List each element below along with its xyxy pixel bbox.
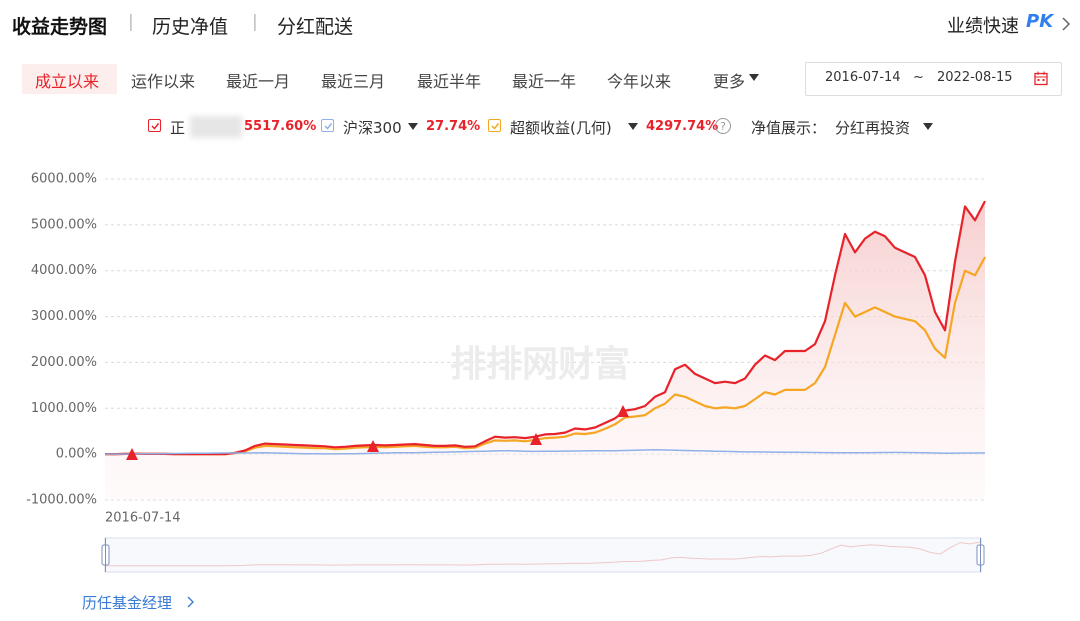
period-tab[interactable]: 更多 (713, 72, 746, 91)
y-tick-label: 0.00% (56, 447, 97, 462)
tab[interactable]: 历史净值 (152, 16, 229, 38)
blurred-name (190, 116, 242, 138)
pk-badge[interactable]: PK (1026, 11, 1054, 32)
series-line (105, 449, 986, 455)
display-option[interactable]: 分红再投资 (835, 119, 911, 137)
fund-area (105, 201, 985, 500)
tab-highlight (22, 64, 117, 94)
series-line (105, 256, 986, 456)
y-tick-label: 6000.00% (31, 172, 97, 187)
legend-label[interactable]: 沪深300 (343, 119, 402, 137)
separator: | (252, 12, 258, 32)
y-tick-label: 3000.00% (31, 309, 97, 324)
date-picker[interactable] (805, 62, 1062, 96)
help-icon[interactable]: ? (714, 117, 732, 135)
period-tab[interactable]: 运作以来 (131, 72, 196, 91)
series-line (105, 200, 986, 456)
period-tab-active[interactable]: 成立以来 (35, 72, 100, 91)
svg-text:?: ? (720, 120, 726, 133)
tab[interactable]: 分红配送 (277, 16, 354, 38)
separator: | (128, 12, 134, 32)
dropdown-arrow (923, 123, 933, 130)
legend-return: 27.74% (426, 119, 481, 134)
period-tab[interactable]: 最近三月 (321, 72, 386, 91)
event-marker (530, 433, 542, 445)
dropdown-arrow (628, 123, 638, 130)
chevron (1062, 17, 1071, 31)
manager-link[interactable]: 历任基金经理 (82, 594, 173, 612)
x-tick-label: 2016-07-14 (105, 511, 181, 526)
period-tab[interactable]: 今年以来 (607, 72, 672, 91)
event-markers (126, 405, 629, 460)
compare-link[interactable]: 业绩快速 (947, 16, 1019, 37)
legend-return: 4297.74% (646, 119, 719, 134)
y-tick-label: -1000.00% (26, 493, 97, 508)
legend-label[interactable]: 超额收益(几何) (510, 119, 612, 137)
period-tab[interactable]: 最近一年 (512, 72, 577, 91)
watermark: 排排网财富 (450, 343, 630, 385)
display-label: 净值展示： (751, 119, 827, 137)
y-tick-label: 1000.00% (31, 401, 97, 416)
y-tick-label: 4000.00% (31, 263, 97, 278)
chevron (187, 596, 194, 608)
legend-label: 正 (170, 119, 186, 137)
y-tick-label: 2000.00% (31, 355, 97, 370)
date-separator: ~ (913, 70, 924, 85)
event-marker (617, 405, 629, 417)
dropdown-arrow (749, 74, 759, 81)
legend-checkbox[interactable] (148, 119, 161, 132)
period-tab[interactable]: 最近半年 (417, 72, 482, 91)
legend-checkbox[interactable] (321, 119, 334, 132)
calendar-icon[interactable] (1034, 71, 1048, 86)
y-tick-label: 5000.00% (31, 217, 97, 232)
minimap-line (105, 541, 981, 567)
date-start[interactable]: 2016-07-14 (825, 70, 901, 85)
date-end[interactable]: 2022-08-15 (937, 70, 1013, 85)
event-marker (126, 448, 138, 460)
legend-checkbox[interactable] (488, 119, 501, 132)
period-tab[interactable]: 最近一月 (226, 72, 291, 91)
dropdown-arrow (408, 123, 418, 130)
event-marker (367, 440, 379, 452)
legend-return: 5517.60% (244, 119, 317, 134)
tab-active[interactable]: 收益走势图 (12, 16, 108, 38)
zoom-slider[interactable] (104, 537, 982, 573)
